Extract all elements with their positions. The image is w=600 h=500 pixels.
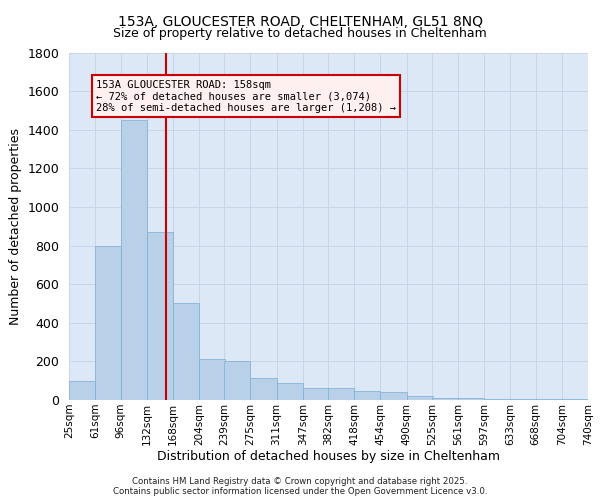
Text: Contains HM Land Registry data © Crown copyright and database right 2025.
Contai: Contains HM Land Registry data © Crown c…: [113, 476, 487, 496]
Bar: [562, 399, 588, 400]
Bar: [199, 360, 225, 400]
Bar: [95, 246, 121, 400]
Bar: [380, 392, 407, 400]
Bar: [511, 399, 536, 400]
Text: 153A, GLOUCESTER ROAD, CHELTENHAM, GL51 8NQ: 153A, GLOUCESTER ROAD, CHELTENHAM, GL51 …: [118, 14, 482, 28]
Y-axis label: Number of detached properties: Number of detached properties: [9, 128, 22, 325]
Bar: [146, 232, 173, 400]
Text: Size of property relative to detached houses in Cheltenham: Size of property relative to detached ho…: [113, 26, 487, 40]
Bar: [69, 380, 95, 400]
Bar: [432, 398, 458, 400]
Bar: [250, 378, 277, 400]
Bar: [536, 399, 562, 400]
Bar: [303, 388, 329, 400]
Bar: [484, 399, 511, 400]
Bar: [407, 396, 433, 400]
Bar: [277, 382, 303, 400]
Text: 153A GLOUCESTER ROAD: 158sqm
← 72% of detached houses are smaller (3,074)
28% of: 153A GLOUCESTER ROAD: 158sqm ← 72% of de…: [96, 80, 396, 112]
Bar: [121, 120, 146, 400]
X-axis label: Distribution of detached houses by size in Cheltenham: Distribution of detached houses by size …: [157, 450, 500, 464]
Bar: [354, 392, 380, 400]
Bar: [173, 304, 199, 400]
Bar: [458, 398, 484, 400]
Bar: [328, 388, 354, 400]
Bar: [224, 362, 250, 400]
